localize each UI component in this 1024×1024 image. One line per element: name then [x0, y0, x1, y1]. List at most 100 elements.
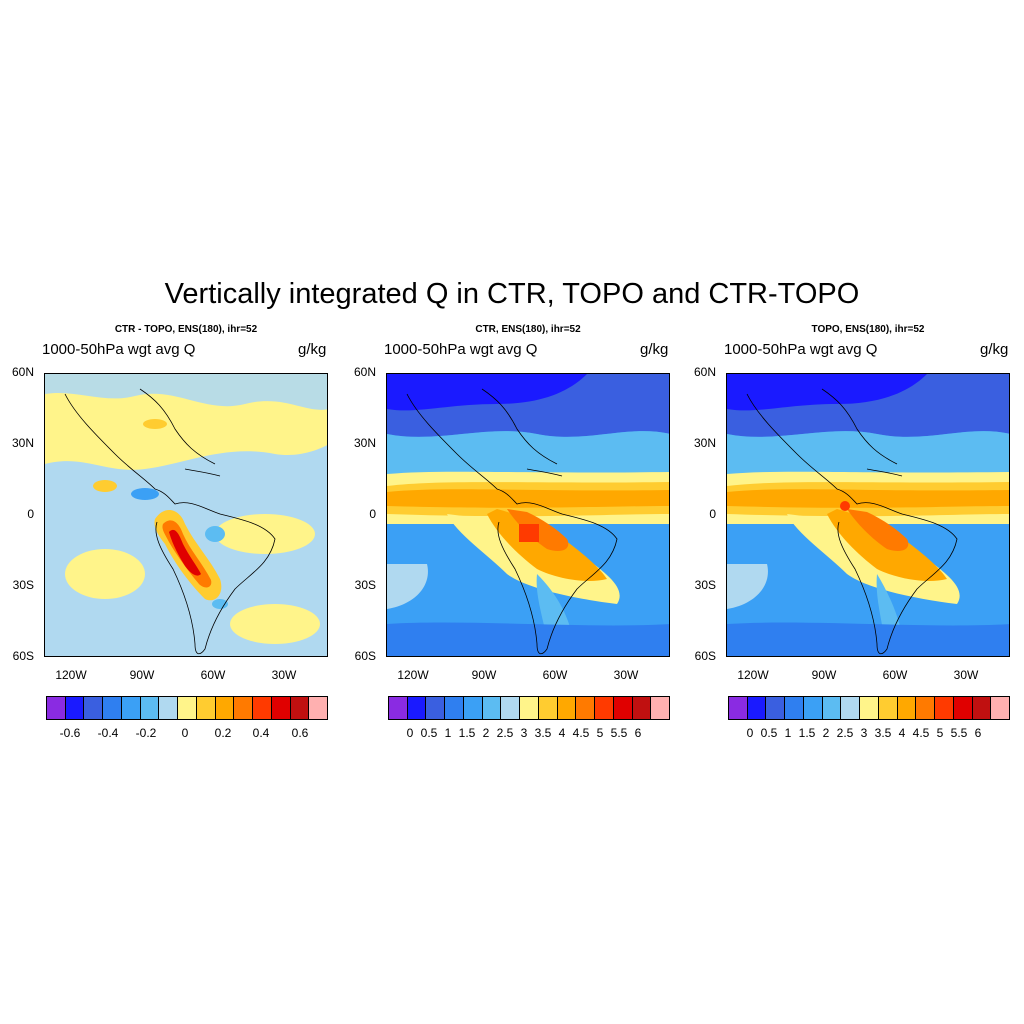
lat-label: 30S [12, 578, 34, 592]
lat-label: 0 [369, 507, 376, 521]
lat-label: 60S [694, 649, 716, 663]
colorbar-label: 0.2 [214, 726, 232, 740]
lon-label: 120W [55, 668, 87, 682]
colorbar-swatch [538, 697, 558, 719]
lat-label: 60N [11, 365, 34, 379]
colorbar-swatch [234, 697, 254, 719]
colorbar-swatch [632, 697, 652, 719]
colorbar-swatch [196, 697, 216, 719]
colorbar-swatch [47, 697, 66, 719]
panel-left-label: 1000-50hPa wgt avg Q [42, 341, 196, 358]
colorbar-label: 1 [444, 726, 452, 740]
panel-left-label: 1000-50hPa wgt avg Q [724, 341, 878, 358]
colorbar-swatch [803, 697, 823, 719]
lat-label: 60N [353, 365, 376, 379]
colorbar-swatch [841, 697, 861, 719]
colorbar-swatch [121, 697, 141, 719]
colorbar-label: 5.5 [610, 726, 628, 740]
colorbar-swatch [407, 697, 427, 719]
lat-label: 30S [354, 578, 376, 592]
colorbar-label: 3 [520, 726, 528, 740]
colorbar-label: 0 [181, 726, 189, 740]
lon-label: 30W [271, 668, 297, 682]
colorbar-swatch [576, 697, 596, 719]
colorbar-swatch [916, 697, 936, 719]
lon-label: 30W [613, 668, 639, 682]
colorbar-swatch [860, 697, 879, 719]
colorbar-label: 4.5 [572, 726, 590, 740]
colorbar-swatch [290, 697, 310, 719]
panel-title: CTR, ENS(180), ihr=52 [475, 324, 581, 335]
colorbar-label: 5.5 [950, 726, 968, 740]
colorbar-swatch [520, 697, 539, 719]
colorbar-swatch [159, 697, 179, 719]
colorbar-swatch [482, 697, 502, 719]
colorbar-swatch [463, 697, 483, 719]
colorbar-label: -0.4 [97, 726, 119, 740]
colorbar-label: 1.5 [458, 726, 476, 740]
colorbar-label: 6 [974, 726, 982, 740]
panel-title: CTR - TOPO, ENS(180), ihr=52 [114, 324, 258, 335]
colorbar-swatch [501, 697, 521, 719]
colorbar-swatch [613, 697, 633, 719]
colorbar-swatch [785, 697, 804, 719]
panel-topo: TOPO, ENS(180), ihr=52 1000-50hPa wgt av… [686, 318, 1024, 748]
colorbar-swatch [309, 697, 328, 719]
colorbar-swatch [215, 697, 235, 719]
lat-label: 0 [27, 507, 34, 521]
colorbar-label: -0.6 [59, 726, 81, 740]
colorbar-label: 5 [596, 726, 604, 740]
colorbar-swatch [253, 697, 272, 719]
colorbar-label: 3.5 [534, 726, 552, 740]
lon-label: 60W [882, 668, 908, 682]
colorbar-label: 0 [406, 726, 414, 740]
colorbar-label: 3.5 [874, 726, 892, 740]
lon-label: 90W [471, 668, 497, 682]
colorbar-label: 1.5 [798, 726, 816, 740]
colorbar-swatch [651, 697, 670, 719]
colorbar-swatch [747, 697, 767, 719]
map-topo [726, 373, 1010, 657]
panel-units: g/kg [640, 341, 669, 358]
lon-label: 60W [200, 668, 226, 682]
map-ctr [386, 373, 670, 657]
colorbar-label: 0.6 [291, 726, 309, 740]
colorbar-swatch [426, 697, 446, 719]
colorbar-swatch [445, 697, 464, 719]
colorbar-swatch [822, 697, 842, 719]
lon-label: 120W [397, 668, 429, 682]
colorbar-swatch [557, 697, 577, 719]
lon-label: 90W [811, 668, 837, 682]
colorbar-label: 4.5 [912, 726, 930, 740]
lat-label: 30N [11, 436, 34, 450]
colorbar-label: 2 [482, 726, 490, 740]
colorbar-label: 0 [746, 726, 754, 740]
colorbar-label: 2 [822, 726, 830, 740]
colorbar-label: 4 [558, 726, 566, 740]
colorbar-label: 3 [860, 726, 868, 740]
colorbar-swatch [103, 697, 122, 719]
colorbar-label: 0.5 [420, 726, 438, 740]
lat-label: 30N [693, 436, 716, 450]
panel-ctr: CTR, ENS(180), ihr=52 1000-50hPa wgt avg… [346, 318, 686, 748]
lat-label: 30N [353, 436, 376, 450]
colorbar [46, 696, 328, 720]
panel-title: TOPO, ENS(180), ihr=52 [811, 324, 925, 335]
lon-label: 60W [542, 668, 568, 682]
panel-diff: CTR - TOPO, ENS(180), ihr=52 1000-50hPa … [4, 318, 344, 748]
lon-label: 90W [129, 668, 155, 682]
colorbar-swatch [729, 697, 748, 719]
colorbar [728, 696, 1010, 720]
colorbar-swatch [953, 697, 973, 719]
colorbar-swatch [84, 697, 104, 719]
colorbar-swatch [935, 697, 954, 719]
panel-units: g/kg [980, 341, 1009, 358]
colorbar-swatch [178, 697, 197, 719]
lat-label: 60S [354, 649, 376, 663]
colorbar-swatch [897, 697, 917, 719]
colorbar-swatch [972, 697, 992, 719]
colorbar-label: 5 [936, 726, 944, 740]
panel-units: g/kg [298, 341, 327, 358]
colorbar-swatch [140, 697, 160, 719]
colorbar-label: 1 [784, 726, 792, 740]
